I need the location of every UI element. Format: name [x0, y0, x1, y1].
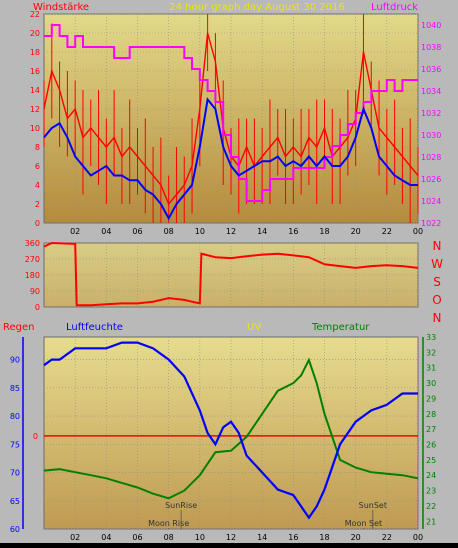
pressure-line — [44, 24, 418, 202]
rain-y-tick-label: 0 — [33, 432, 38, 441]
wind-x-tick-label: 00 — [413, 227, 423, 236]
wind-y-tick-label: 10 — [30, 124, 40, 133]
humidity-y-tick-label: 90 — [10, 356, 20, 365]
temperature-y-tick-label: 32 — [426, 348, 436, 357]
humidity-x-tick-label: 18 — [319, 533, 329, 542]
direction-y-tick-label: 180 — [25, 271, 40, 280]
humidity-x-tick-label: 20 — [351, 533, 361, 542]
wind-x-tick-label: 20 — [351, 227, 361, 236]
wind-y-tick-label: 2 — [35, 200, 40, 209]
humidity-y-tick-label: 70 — [10, 469, 20, 478]
wind-y-tick-label: 22 — [30, 10, 40, 19]
temperature-y-tick-label: 27 — [426, 425, 436, 434]
humidity-x-tick-label: 02 — [70, 533, 80, 542]
temperature-axis-title: Temperatur — [311, 322, 370, 333]
temperature-y-tick-label: 31 — [426, 364, 436, 373]
humidity-x-tick-label: 10 — [195, 533, 205, 542]
wind-y-tick-label: 6 — [35, 162, 40, 171]
humidity-x-tick-label: 22 — [382, 533, 392, 542]
humidity-x-tick-label: 06 — [132, 533, 142, 542]
wind-y-tick-label: 14 — [30, 86, 40, 95]
humidity-x-tick-label: 08 — [164, 533, 174, 542]
wind-x-tick-label: 02 — [70, 227, 80, 236]
astro-marker-label: SunRise — [165, 501, 197, 510]
pressure-y-tick-label: 1040 — [421, 21, 441, 30]
wind-x-tick-label: 10 — [195, 227, 205, 236]
pressure-y-tick-label: 1024 — [421, 197, 441, 206]
humidity-y-tick-label: 60 — [10, 525, 20, 534]
pressure-y-tick-label: 1028 — [421, 153, 441, 162]
wind-x-tick-label: 16 — [288, 227, 298, 236]
temperature-y-tick-label: 30 — [426, 379, 436, 388]
temperature-y-tick-label: 28 — [426, 410, 436, 419]
humidity-temperature-chart: SunRise Moon Rise SunSet Moon Set 60 65 70 75 8… — [10, 333, 436, 542]
humidity-x-tick-label: 14 — [257, 533, 267, 542]
wind-y-tick-label: 4 — [35, 181, 40, 190]
humidity-y-tick-label: 75 — [10, 440, 20, 449]
wind-y-tick-label: 16 — [30, 67, 40, 76]
temperature-y-tick-label: 24 — [426, 471, 436, 480]
wind-x-tick-label: 12 — [226, 227, 236, 236]
wind-y-tick-label: 18 — [30, 48, 40, 57]
graph-title: 24 hour graph day August 30 2016 — [169, 2, 345, 13]
pressure-y-tick-label: 1030 — [421, 131, 441, 140]
direction-y-tick-label: 0 — [35, 303, 40, 312]
temperature-line — [43, 357, 419, 500]
humidity-y-tick-label: 80 — [10, 412, 20, 421]
pressure-y-tick-label: 1036 — [421, 65, 441, 74]
wind-direction-line — [43, 241, 419, 307]
rain-axis-title: Regen — [3, 322, 35, 333]
uv-axis-title: UV — [247, 322, 261, 333]
humidity-x-tick-label: 00 — [413, 533, 423, 542]
wind-x-tick-label: 06 — [132, 227, 142, 236]
wind-y-tick-label: 8 — [35, 143, 40, 152]
compass-direction-label: S — [433, 275, 441, 289]
wind-axis-title: Windstärke — [33, 2, 89, 13]
humidity-y-tick-label: 85 — [10, 384, 20, 393]
wind-pressure-chart: 0246810121416182022102210241026102810301… — [30, 10, 442, 236]
temperature-y-tick-label: 25 — [426, 456, 436, 465]
wind-x-tick-label: 22 — [382, 227, 392, 236]
wind-y-tick-label: 12 — [30, 105, 40, 114]
pressure-y-tick-label: 1038 — [421, 43, 441, 52]
humidity-y-tick-label: 65 — [10, 497, 20, 506]
direction-y-tick-label: 90 — [30, 287, 40, 296]
compass-direction-label: N — [433, 311, 442, 325]
humidity-x-tick-label: 12 — [226, 533, 236, 542]
temperature-y-tick-label: 26 — [426, 441, 436, 450]
direction-y-tick-label: 360 — [25, 239, 40, 248]
humidity-x-tick-label: 16 — [288, 533, 298, 542]
astro-marker-label: Moon Rise — [148, 519, 189, 528]
humidity-x-tick-label: 04 — [101, 533, 111, 542]
compass-direction-label: N — [433, 239, 442, 253]
direction-y-tick-label: 270 — [25, 255, 40, 264]
wind-x-tick-label: 04 — [101, 227, 111, 236]
pressure-y-tick-label: 1026 — [421, 175, 441, 184]
wind-x-tick-label: 18 — [319, 227, 329, 236]
pressure-axis-title: Luftdruck — [371, 2, 418, 13]
compass-direction-label: O — [432, 293, 441, 307]
humidity-axis-title: Luftfeuchte — [66, 322, 123, 333]
compass-direction-label: W — [431, 257, 443, 271]
temperature-y-tick-label: 21 — [426, 517, 436, 526]
pressure-y-tick-label: 1022 — [421, 219, 441, 228]
average-wind-line — [43, 97, 418, 221]
temperature-y-tick-label: 23 — [426, 487, 436, 496]
astro-marker-label: SunSet — [359, 501, 387, 510]
humidity-line — [43, 341, 418, 520]
wind-x-tick-label: 08 — [164, 227, 174, 236]
temperature-y-tick-label: 22 — [426, 502, 436, 511]
wind-y-tick-label: 0 — [35, 219, 40, 228]
pressure-y-tick-label: 1034 — [421, 87, 441, 96]
pressure-y-tick-label: 1032 — [421, 109, 441, 118]
astro-marker-label: Moon Set — [345, 519, 382, 528]
wind-y-tick-label: 20 — [30, 29, 40, 38]
temperature-y-tick-label: 33 — [426, 333, 436, 342]
wind-x-tick-label: 14 — [257, 227, 267, 236]
temperature-y-tick-label: 29 — [426, 394, 436, 403]
